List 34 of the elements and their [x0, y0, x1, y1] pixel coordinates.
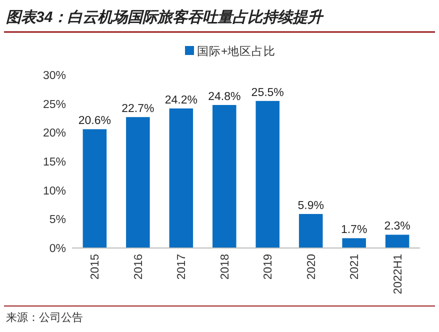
bar	[169, 108, 194, 248]
data-label: 5.9%	[298, 200, 324, 212]
source-note: 来源：公司公告	[6, 311, 83, 324]
x-tick-label: 2019	[262, 254, 275, 280]
bar	[256, 100, 280, 248]
y-tick-label: 20%	[42, 128, 66, 140]
bar	[126, 117, 150, 248]
y-tick-label: 10%	[42, 185, 66, 198]
x-tick-label: 2018	[219, 254, 232, 280]
y-tick-label: 5%	[49, 214, 66, 226]
bar	[298, 214, 323, 248]
y-tick-label: 0%	[49, 243, 66, 255]
data-label: 2.3%	[384, 220, 410, 233]
data-label: 24.8%	[208, 90, 241, 103]
bar	[342, 238, 366, 248]
chart-title: 图表34：白云机场国际旅客吞吐量占比持续提升	[6, 8, 325, 26]
data-label: 20.6%	[78, 115, 111, 128]
x-tick-label: 2016	[132, 254, 145, 280]
data-label: 25.5%	[251, 86, 284, 99]
bar	[385, 234, 410, 248]
data-label: 24.2%	[164, 94, 198, 106]
y-tick-label: 15%	[42, 156, 66, 168]
x-tick-label: 2022H1	[392, 254, 404, 294]
legend-label: 国际+地区占比	[197, 45, 276, 58]
y-tick-label: 25%	[42, 98, 66, 111]
x-tick-label: 2021	[349, 254, 362, 280]
data-label: 22.7%	[122, 103, 154, 116]
data-label: 1.7%	[340, 224, 368, 236]
bar	[212, 104, 236, 248]
y-tick-label: 30%	[42, 70, 66, 82]
x-tick-label: 2020	[306, 254, 318, 280]
x-tick-label: 2015	[90, 254, 102, 280]
bar	[82, 129, 107, 248]
x-tick-label: 2017	[176, 254, 188, 280]
